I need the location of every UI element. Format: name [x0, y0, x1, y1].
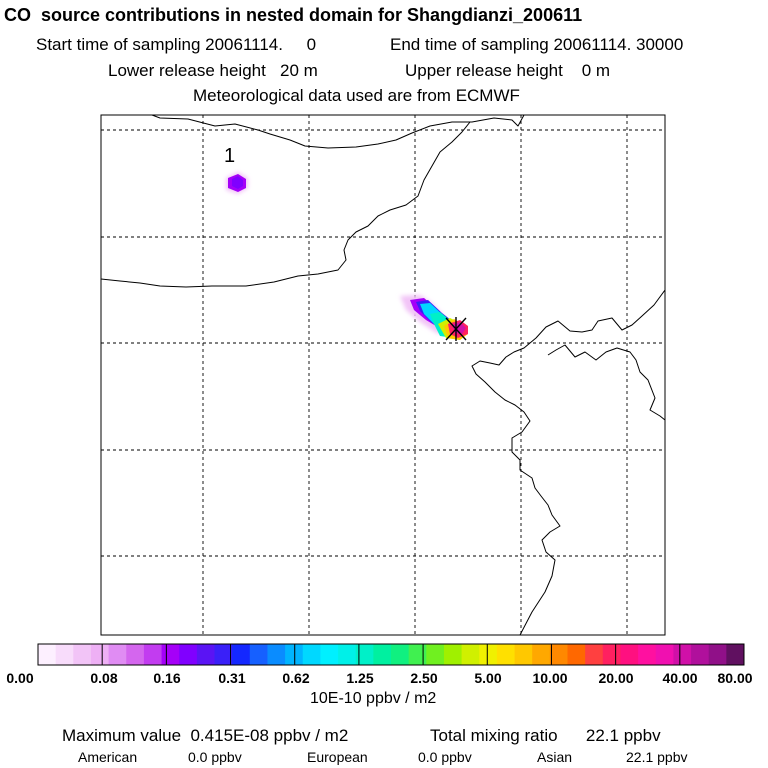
meteorological-data-label: Meteorological data used are from ECMWF	[193, 86, 520, 105]
colorbar-swatch	[408, 644, 427, 665]
colorbar-swatch	[302, 644, 321, 665]
colorbar-tick-label: 0.08	[90, 670, 118, 686]
colorbar-swatch	[143, 644, 162, 665]
colorbar-swatch	[267, 644, 286, 665]
boundaries	[101, 115, 665, 635]
colorbar-tick-label: 0.31	[218, 670, 246, 686]
lat-lon-grid	[101, 115, 665, 635]
colorbar-swatch	[73, 644, 92, 665]
map-frame	[100, 114, 666, 636]
colorbar-swatch	[285, 644, 304, 665]
colorbar-tick-label: 1.25	[346, 670, 374, 686]
colorbar	[37, 643, 745, 666]
colorbar-unit-label: 10E-10 ppbv / m2	[310, 690, 437, 707]
colorbar-swatch	[373, 644, 392, 665]
colorbar-swatch	[673, 644, 692, 665]
colorbar-swatch	[708, 644, 727, 665]
colorbar-swatch	[179, 644, 198, 665]
maximum-value-label: Maximum value 0.415E-08 ppbv / m2	[62, 726, 349, 745]
colorbar-swatch	[461, 644, 480, 665]
border-korea	[547, 344, 665, 421]
colorbar-tick-label: 0.62	[282, 670, 310, 686]
colorbar-tick-label: 5.00	[474, 670, 502, 686]
colorbar-border	[37, 643, 745, 666]
colorbar-swatch	[338, 644, 357, 665]
colorbar-tick-label: 80.00	[717, 670, 753, 686]
colorbar-tick-label: 0.00	[6, 670, 34, 686]
end-time-label: End time of sampling 20061114. 30000	[390, 35, 684, 54]
european-value: 0.0 ppbv	[418, 749, 472, 765]
plume-main	[400, 295, 468, 340]
colorbar-swatch	[426, 644, 445, 665]
colorbar-swatch	[55, 644, 74, 665]
colorbar-swatch	[320, 644, 339, 665]
colorbar-swatch	[514, 644, 533, 665]
figure-title: CO source contributions in nested domain…	[4, 5, 583, 25]
colorbar-tick-label: 10.00	[532, 670, 568, 686]
start-time-label: Start time of sampling 20061114. 0	[36, 35, 317, 54]
colorbar-tick-label: 2.50	[410, 670, 438, 686]
colorbar-swatch	[161, 644, 180, 665]
colorbar-swatch	[726, 644, 745, 665]
colorbar-swatch	[232, 644, 251, 665]
upper-release-height: Upper release height 0 m	[405, 61, 611, 80]
colorbar-swatch	[602, 644, 621, 665]
colorbar-swatch	[567, 644, 586, 665]
total-mixing-ratio-label: Total mixing ratio 22.1 ppbv	[430, 726, 661, 745]
colorbar-swatch	[249, 644, 268, 665]
colorbar-swatch	[691, 644, 710, 665]
colorbar-swatch	[355, 644, 374, 665]
source-marker-label: 1	[224, 145, 236, 167]
asian-value: 22.1 ppbv	[626, 749, 688, 765]
american-label: American	[78, 749, 138, 765]
plume-source	[226, 172, 248, 194]
colorbar-swatch	[496, 644, 515, 665]
border-north	[151, 115, 525, 149]
colorbar-swatch	[108, 644, 127, 665]
lower-release-height: Lower release height 20 m	[108, 61, 318, 80]
colorbar-swatch	[585, 644, 604, 665]
colorbar-swatch	[38, 644, 57, 665]
colorbar-swatch	[532, 644, 551, 665]
colorbar-swatch	[479, 644, 498, 665]
american-value: 0.0 ppbv	[188, 749, 242, 765]
colorbar-tick-label: 40.00	[662, 670, 698, 686]
colorbar-swatch	[638, 644, 657, 665]
border-mongolia	[101, 121, 471, 288]
colorbar-swatch	[655, 644, 674, 665]
colorbar-swatch	[443, 644, 462, 665]
european-label: European	[307, 749, 368, 765]
colorbar-swatch	[90, 644, 109, 665]
colorbar-swatch	[126, 644, 145, 665]
colorbar-swatch	[391, 644, 410, 665]
colorbar-swatch	[620, 644, 639, 665]
colorbar-tick-label: 20.00	[598, 670, 634, 686]
colorbar-swatch	[196, 644, 215, 665]
receptor-marker	[445, 317, 467, 341]
colorbar-swatch	[549, 644, 568, 665]
colorbar-swatch	[214, 644, 233, 665]
colorbar-tick-label: 0.16	[153, 670, 181, 686]
border-eastcoast	[471, 289, 665, 635]
asian-label: Asian	[537, 749, 573, 765]
